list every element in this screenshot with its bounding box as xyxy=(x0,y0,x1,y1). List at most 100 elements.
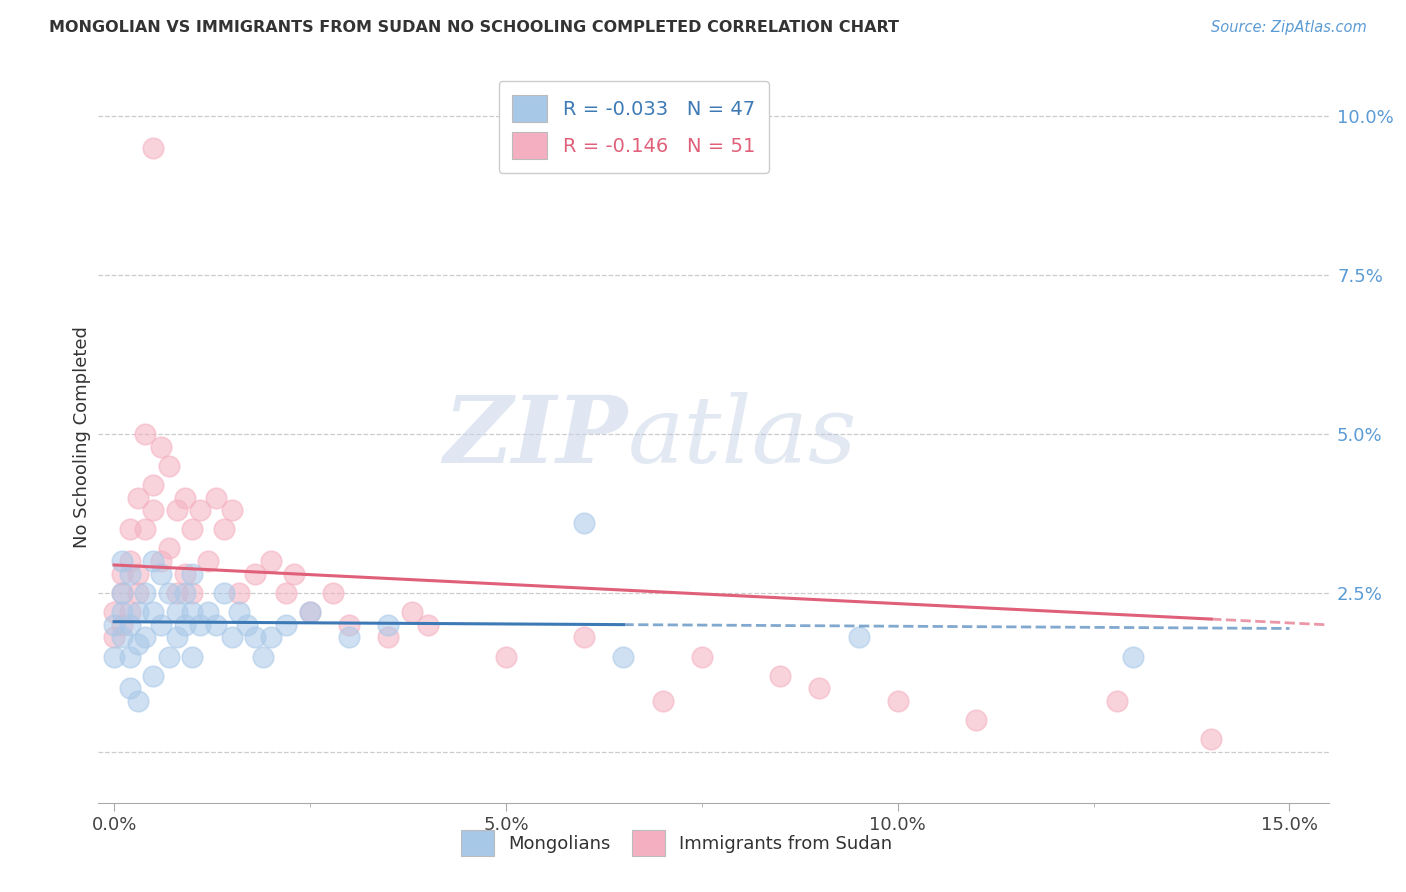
Point xyxy=(212,586,235,600)
Point xyxy=(142,554,165,568)
Point xyxy=(377,617,399,632)
Point xyxy=(808,681,831,696)
Point xyxy=(197,605,219,619)
Point xyxy=(103,617,125,632)
Point xyxy=(181,605,204,619)
Point xyxy=(127,491,149,505)
Point xyxy=(142,477,165,491)
Point xyxy=(574,631,596,645)
Point xyxy=(150,554,173,568)
Point xyxy=(283,566,305,581)
Point xyxy=(118,566,141,581)
Point xyxy=(134,631,156,645)
Point xyxy=(142,503,165,517)
Point xyxy=(243,631,266,645)
Point xyxy=(157,649,180,664)
Point xyxy=(111,586,134,600)
Point xyxy=(298,605,321,619)
Point xyxy=(1107,694,1129,708)
Point xyxy=(181,522,204,536)
Point xyxy=(134,426,156,441)
Point xyxy=(150,440,173,454)
Point xyxy=(769,668,792,682)
Point xyxy=(150,566,173,581)
Point xyxy=(127,605,149,619)
Point xyxy=(134,586,156,600)
Point xyxy=(111,631,134,645)
Point xyxy=(173,617,195,632)
Point xyxy=(118,649,141,664)
Point xyxy=(166,631,188,645)
Point xyxy=(118,554,141,568)
Point xyxy=(886,694,908,708)
Y-axis label: No Schooling Completed: No Schooling Completed xyxy=(73,326,91,548)
Point xyxy=(221,631,243,645)
Point xyxy=(228,605,250,619)
Point xyxy=(103,649,125,664)
Point xyxy=(965,713,987,727)
Point xyxy=(205,617,228,632)
Point xyxy=(1122,649,1144,664)
Point xyxy=(142,141,165,155)
Point xyxy=(188,617,211,632)
Point xyxy=(1199,732,1222,747)
Point xyxy=(377,631,399,645)
Point xyxy=(173,586,195,600)
Point xyxy=(127,566,149,581)
Text: MONGOLIAN VS IMMIGRANTS FROM SUDAN NO SCHOOLING COMPLETED CORRELATION CHART: MONGOLIAN VS IMMIGRANTS FROM SUDAN NO SC… xyxy=(49,20,900,35)
Point xyxy=(142,605,165,619)
Point xyxy=(416,617,439,632)
Point xyxy=(118,605,141,619)
Point xyxy=(252,649,274,664)
Point xyxy=(322,586,344,600)
Point xyxy=(127,586,149,600)
Point xyxy=(111,605,134,619)
Point xyxy=(111,566,134,581)
Point xyxy=(118,522,141,536)
Point xyxy=(221,503,243,517)
Point xyxy=(103,605,125,619)
Point xyxy=(848,631,870,645)
Point xyxy=(142,668,165,682)
Text: atlas: atlas xyxy=(627,392,856,482)
Point xyxy=(166,605,188,619)
Text: Source: ZipAtlas.com: Source: ZipAtlas.com xyxy=(1211,20,1367,35)
Point xyxy=(574,516,596,530)
Point xyxy=(181,586,204,600)
Point xyxy=(243,566,266,581)
Point xyxy=(111,617,134,632)
Point xyxy=(173,491,195,505)
Point xyxy=(690,649,713,664)
Point xyxy=(118,681,141,696)
Point xyxy=(212,522,235,536)
Point xyxy=(612,649,634,664)
Point xyxy=(150,617,173,632)
Point xyxy=(111,554,134,568)
Point xyxy=(298,605,321,619)
Point xyxy=(260,631,283,645)
Point xyxy=(127,694,149,708)
Point xyxy=(276,586,298,600)
Point xyxy=(157,458,180,473)
Point xyxy=(166,586,188,600)
Point xyxy=(276,617,298,632)
Point xyxy=(188,503,211,517)
Point xyxy=(228,586,250,600)
Point xyxy=(197,554,219,568)
Point xyxy=(495,649,517,664)
Point xyxy=(118,617,141,632)
Point xyxy=(337,617,360,632)
Point xyxy=(127,637,149,651)
Point xyxy=(157,541,180,556)
Point xyxy=(236,617,259,632)
Point xyxy=(205,491,228,505)
Point xyxy=(260,554,283,568)
Text: ZIP: ZIP xyxy=(443,392,627,482)
Point xyxy=(651,694,673,708)
Point xyxy=(134,522,156,536)
Legend: Mongolians, Immigrants from Sudan: Mongolians, Immigrants from Sudan xyxy=(454,823,900,863)
Point xyxy=(337,631,360,645)
Point xyxy=(181,649,204,664)
Point xyxy=(181,566,204,581)
Point xyxy=(111,586,134,600)
